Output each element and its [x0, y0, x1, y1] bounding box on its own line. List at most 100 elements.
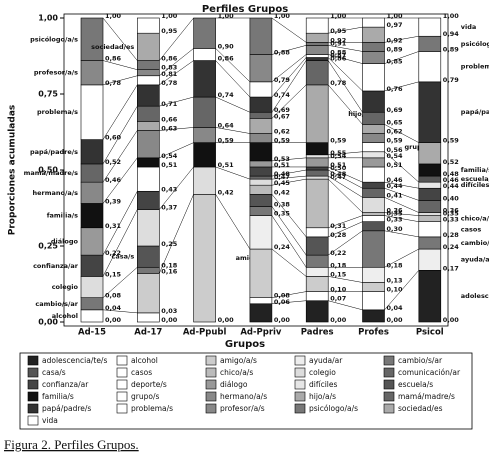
cumulative-label: 0,51 — [274, 161, 291, 169]
legend-label: colegio — [309, 368, 336, 377]
legend-swatch — [116, 391, 128, 402]
connector — [215, 127, 250, 134]
cumulative-label: 0,15 — [330, 270, 347, 278]
connector — [271, 248, 307, 277]
legend-label: ayuda/ar — [309, 356, 343, 365]
cumulative-label: 1,00 — [105, 12, 122, 20]
connector — [328, 178, 363, 213]
legend-swatch — [383, 355, 395, 366]
bar-segment — [418, 212, 442, 216]
cumulative-label: 0,67 — [274, 112, 290, 120]
bar-segment — [80, 276, 104, 298]
legend-label: problema/s — [131, 404, 173, 413]
segment-label: alcohol — [52, 312, 78, 320]
legend-swatch — [383, 367, 395, 378]
bar-segment — [362, 42, 385, 52]
cumulative-label: 0,86 — [105, 55, 122, 63]
bar-segment — [137, 209, 160, 247]
cumulative-label: 0,81 — [161, 70, 178, 78]
segment-label: cambio/s/ar — [35, 300, 78, 308]
cumulative-label: 0,48 — [330, 170, 347, 178]
bar-segment — [362, 166, 385, 183]
connector — [328, 276, 363, 283]
connector — [159, 60, 194, 86]
cumulative-label: 0,47 — [274, 173, 290, 181]
cumulative-label: 0,18 — [161, 261, 178, 269]
connector — [271, 57, 307, 98]
connector — [159, 194, 194, 274]
bar-segment — [305, 175, 329, 180]
legend-label: vida — [42, 416, 58, 425]
cumulative-label: 0,78 — [330, 79, 347, 87]
segment-label: mamá/madre/s — [24, 169, 78, 177]
bar-segment — [249, 206, 273, 216]
cumulative-label: 0,39 — [105, 197, 122, 205]
cumulative-label: 0,88 — [330, 48, 347, 56]
cumulative-label: 0,41 — [387, 191, 404, 199]
cumulative-label: 0,79 — [443, 76, 460, 84]
bar-segment — [305, 254, 329, 268]
bar-segment — [137, 17, 160, 34]
legend-label: psicólogo/a/s — [309, 404, 358, 413]
cumulative-label: 0,07 — [330, 295, 346, 303]
cumulative-label: 0,44 — [387, 182, 404, 190]
bar-segment — [137, 273, 160, 314]
bar-segment — [137, 245, 160, 268]
connector — [384, 124, 419, 143]
bar-segment — [362, 142, 385, 153]
connector — [384, 270, 419, 311]
segment-label: escuela/s — [461, 175, 489, 183]
cumulative-label: 0,18 — [330, 261, 347, 269]
legend-swatch — [27, 367, 39, 378]
bar-segment — [249, 81, 273, 98]
connector — [384, 81, 419, 92]
connector — [102, 130, 138, 183]
cumulative-label: 0,91 — [330, 39, 347, 47]
segment-label: problema/s — [37, 108, 78, 116]
cumulative-label: 0,36 — [443, 207, 460, 215]
bar-segment — [305, 42, 329, 46]
x-tick-label: Psicol — [416, 328, 444, 338]
legend-label: casos — [131, 368, 152, 377]
cumulative-label: 0,00 — [274, 316, 291, 324]
bar-segment — [305, 45, 329, 55]
segment-label: papá/padre/s — [30, 148, 78, 156]
cumulative-label: 0,90 — [218, 42, 235, 50]
cumulative-label: 0,51 — [218, 161, 235, 169]
bar-segment — [362, 181, 385, 189]
connector — [328, 54, 363, 64]
bar-segment — [305, 227, 329, 238]
cumulative-label: 0,10 — [387, 286, 404, 294]
connector — [102, 75, 138, 86]
connector — [328, 26, 363, 34]
connector — [328, 151, 363, 156]
connector — [271, 291, 307, 298]
cumulative-label: 0,69 — [274, 106, 291, 114]
connector — [159, 48, 194, 76]
cumulative-label: 0,46 — [387, 176, 404, 184]
cumulative-label: 0,28 — [330, 231, 347, 239]
connector — [271, 206, 307, 256]
cumulative-label: 0,15 — [105, 270, 122, 278]
cumulative-label: 0,24 — [274, 243, 291, 251]
cumulative-label: 0,66 — [161, 115, 178, 123]
cumulative-label: 0,53 — [274, 155, 290, 163]
cumulative-label: 0,44 — [443, 182, 460, 190]
segment-label: papá/padre/s — [461, 108, 489, 116]
bar-segment — [362, 124, 385, 134]
x-tick-label: Ad-15 — [78, 328, 106, 338]
cumulative-label: 0,89 — [387, 45, 404, 53]
legend-swatch — [27, 355, 39, 366]
bar-segment — [362, 157, 385, 168]
bar-segment — [305, 32, 329, 43]
bar-segment — [418, 35, 442, 52]
segment-label: cambio/s/ar — [461, 239, 489, 247]
segment-label: hijo/a/s — [348, 110, 375, 118]
segment-label: sociedad/es — [91, 43, 134, 51]
legend-swatch — [205, 379, 217, 390]
bar-segment — [418, 181, 442, 189]
bar-segment — [362, 151, 385, 159]
cumulative-label: 0,24 — [443, 243, 460, 251]
